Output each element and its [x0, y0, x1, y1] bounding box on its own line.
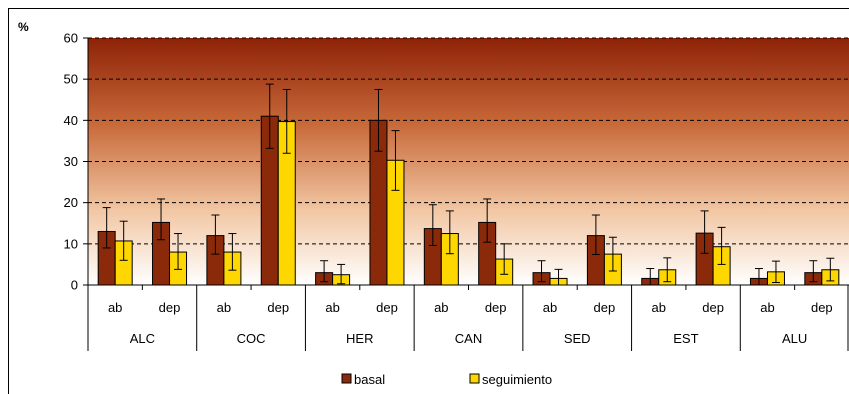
x-group-label: ALC: [130, 331, 155, 346]
y-tick-label: 40: [64, 113, 78, 128]
bars: [97, 83, 840, 286]
x-group-label: CAN: [455, 331, 482, 346]
x-sub-label: ab: [543, 300, 557, 315]
x-sub-label: dep: [811, 300, 833, 315]
x-sub-label: ab: [760, 300, 774, 315]
y-axis: 0 10 20 30 40 50 60: [64, 31, 89, 293]
y-tick-label: 30: [64, 154, 78, 169]
legend: basal seguimiento: [341, 372, 552, 387]
x-sub-label: dep: [485, 300, 507, 315]
y-tick-label: 50: [64, 72, 78, 87]
x-axis: ab dep ALC ab dep COC ab dep HER ab dep CAN ab dep SED…: [87, 284, 849, 351]
y-tick-label: 10: [64, 236, 78, 251]
x-sub-label: dep: [702, 300, 724, 315]
y-axis-unit-label: %: [18, 20, 29, 34]
y-tick-label: 0: [71, 278, 78, 293]
x-group-label: COC: [237, 331, 266, 346]
y-tick-label: 20: [64, 195, 78, 210]
legend-label-seguimiento: seguimiento: [482, 372, 552, 387]
chart-frame: [8, 8, 849, 394]
y-tick-label: 60: [64, 31, 78, 46]
x-sub-label: ab: [217, 300, 231, 315]
x-group-label: SED: [564, 331, 591, 346]
x-group-label: HER: [346, 331, 373, 346]
legend-swatch-seguimiento: [469, 373, 480, 384]
x-sub-label: ab: [108, 300, 122, 315]
legend-label-basal: basal: [354, 372, 385, 387]
x-group-label: ALU: [782, 331, 807, 346]
x-sub-label: dep: [159, 300, 181, 315]
x-sub-label: dep: [267, 300, 289, 315]
x-sub-label: ab: [325, 300, 339, 315]
x-sub-label: ab: [652, 300, 666, 315]
x-sub-label: dep: [594, 300, 616, 315]
x-sub-label: ab: [434, 300, 448, 315]
x-sub-label: dep: [376, 300, 398, 315]
legend-swatch-basal: [341, 373, 352, 384]
x-group-label: EST: [673, 331, 698, 346]
